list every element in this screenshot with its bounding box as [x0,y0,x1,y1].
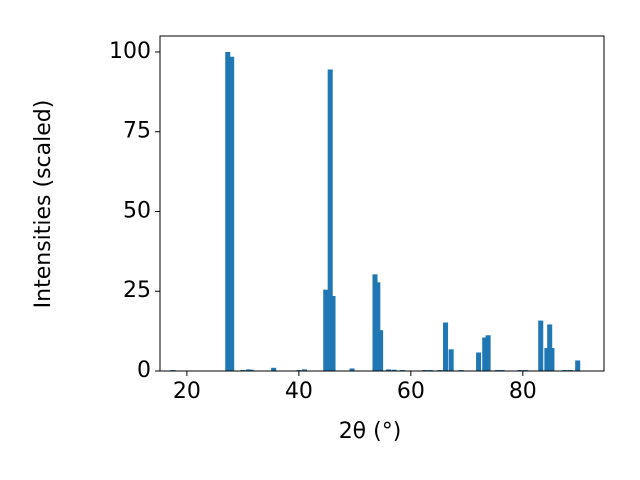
bar [485,335,491,371]
bar [448,349,454,371]
x-tick-label: 40 [285,379,313,404]
y-tick-label: 0 [137,358,151,383]
bar [225,51,231,371]
x-axis-label: 2θ (°) [339,419,402,444]
bar [330,296,336,371]
bar [443,322,449,371]
bar [385,369,391,371]
bar [482,337,488,371]
x-tick-label: 60 [397,379,425,404]
bar [248,369,254,371]
y-axis-label: Intensities (scaled) [31,100,56,309]
bar [323,289,329,371]
bar [349,368,355,371]
bar [245,369,251,371]
bar [547,324,553,371]
bar [378,330,384,371]
bar [476,352,482,371]
bar [229,56,235,371]
bar [549,348,555,371]
bar [327,69,333,371]
bar [391,369,397,371]
bar [375,282,381,371]
bar [538,320,544,371]
y-tick-label: 75 [123,119,151,144]
y-tick-label: 100 [109,39,151,64]
bar [544,348,550,371]
x-tick-label: 20 [173,379,201,404]
bar [372,274,378,371]
plot-frame [159,35,605,372]
bar [271,367,277,371]
x-tick-label: 80 [509,379,537,404]
bar [575,360,581,371]
bar [301,369,307,371]
y-tick-label: 25 [123,278,151,303]
y-tick-label: 50 [123,198,151,223]
